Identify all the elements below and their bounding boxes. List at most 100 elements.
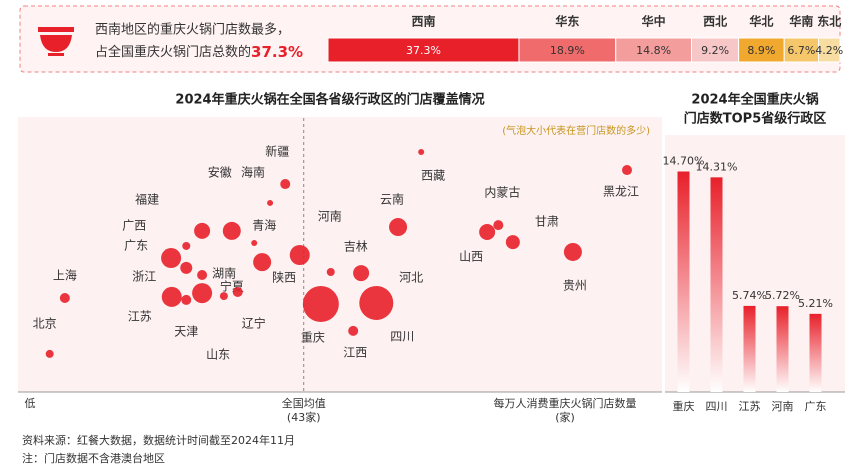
bubble	[280, 179, 291, 190]
point-label: 云南	[380, 192, 404, 207]
bubble	[182, 241, 191, 250]
bubble	[59, 293, 70, 304]
bar	[710, 177, 723, 392]
banner-text: 占全国重庆火锅门店总数的	[95, 44, 251, 60]
mean-label: (43家)	[287, 410, 321, 424]
chart-title: 门店数TOP5省级行政区	[684, 111, 827, 127]
category-label: 华东	[555, 14, 579, 29]
bubble	[180, 261, 193, 274]
x-tick-label: 四川	[706, 400, 728, 413]
bubble	[479, 223, 496, 240]
point-label: 广东	[124, 239, 148, 253]
banner-highlight: 37.3%	[251, 43, 303, 61]
bubble	[493, 220, 504, 231]
point-label: 新疆	[265, 144, 289, 159]
scatter-bg	[18, 117, 662, 392]
value-label: 14.8%	[636, 44, 671, 57]
bubble	[302, 286, 339, 323]
value-label: 14.70%	[663, 155, 705, 168]
point-label: 内蒙古	[484, 185, 520, 200]
point-label: 四川	[390, 329, 414, 343]
x-axis-label: 每万人消费重庆火锅门店数量	[494, 396, 637, 410]
x-tick-label: 重庆	[673, 399, 695, 413]
bubble	[253, 253, 272, 272]
bar	[776, 306, 789, 392]
category-label: 华南	[789, 14, 813, 29]
x-tick-label: 江苏	[739, 400, 761, 413]
x-tick-label: 河南	[772, 400, 794, 413]
segment	[817, 37, 841, 63]
value-label: 37.3%	[406, 44, 441, 57]
bubble	[45, 349, 54, 358]
banner-text: 占全国重庆火锅门店总数的37.3%	[95, 43, 303, 61]
bubble	[359, 285, 394, 320]
segment	[691, 37, 740, 63]
value-label: 6.7%	[787, 44, 815, 57]
point-label: 陕西	[272, 270, 296, 285]
point-label: 甘肃	[535, 215, 559, 229]
x-axis-label: 低	[25, 397, 36, 410]
category-label: 华中	[642, 14, 666, 29]
footnote: 注：门店数据不含港澳台地区	[22, 451, 165, 465]
bubble	[161, 286, 182, 307]
segment	[327, 37, 520, 63]
bubble	[418, 148, 425, 155]
value-label: 14.31%	[696, 160, 738, 173]
point-label: 江西	[343, 345, 367, 359]
point-label: 山东	[206, 348, 230, 362]
bar	[677, 171, 690, 392]
value-label: 9.2%	[701, 44, 729, 57]
segment	[738, 37, 785, 63]
point-label: 青海	[252, 217, 276, 232]
point-label: 重庆	[301, 331, 325, 345]
point-label: 黑龙江	[603, 185, 639, 199]
category-label: 华北	[749, 14, 773, 29]
bubble	[232, 286, 243, 297]
mean-label: 全国均值	[282, 396, 326, 410]
point-label: 浙江	[132, 269, 156, 283]
point-label: 西藏	[421, 168, 445, 182]
value-label: 8.9%	[747, 44, 775, 57]
value-label: 5.74%	[732, 289, 767, 302]
point-label: 广西	[122, 218, 146, 232]
value-label: 4.2%	[815, 44, 843, 57]
bubble	[505, 235, 520, 250]
value-label: 18.9%	[550, 44, 585, 57]
bowl-icon	[38, 27, 74, 56]
point-label: 贵州	[563, 278, 587, 292]
x-tick-label: 广东	[805, 400, 827, 413]
bar	[743, 305, 756, 392]
chart-title: 2024年全国重庆火锅	[691, 92, 818, 108]
bubble	[353, 265, 370, 282]
bubble	[326, 267, 335, 276]
category-label: 东北	[817, 14, 841, 29]
point-label: 湖南	[212, 266, 236, 281]
banner-text: 西南地区的重庆火锅门店数最多，	[95, 22, 290, 38]
bubble	[181, 294, 192, 305]
point-label: 福建	[135, 191, 159, 206]
segment	[615, 37, 693, 63]
point-label: 辽宁	[242, 315, 266, 330]
point-label: 江苏	[128, 309, 152, 323]
bubble	[267, 199, 274, 206]
bubble	[161, 248, 182, 269]
source: 资料来源：红餐大数据，数据统计时间截至2024年11月	[22, 433, 295, 447]
segment	[518, 37, 617, 63]
segment	[783, 37, 819, 63]
chart-title: 2024年重庆火锅在全国各省级行政区的门店覆盖情况	[175, 92, 484, 108]
bubble	[219, 292, 228, 301]
note: (气泡大小代表在营门店数的多少)	[502, 124, 650, 137]
bubble	[251, 239, 258, 246]
point-label: 河南	[318, 209, 342, 224]
bubble	[194, 222, 211, 239]
point-label: 河北	[399, 271, 423, 285]
point-label: 安徽	[208, 164, 232, 179]
bar	[809, 313, 822, 392]
bubble	[563, 242, 582, 261]
x-axis-label: (家)	[555, 410, 575, 424]
bubble	[289, 245, 310, 265]
bubble	[389, 218, 408, 237]
value-label: 5.21%	[798, 297, 833, 310]
point-label: 天津	[174, 324, 198, 338]
